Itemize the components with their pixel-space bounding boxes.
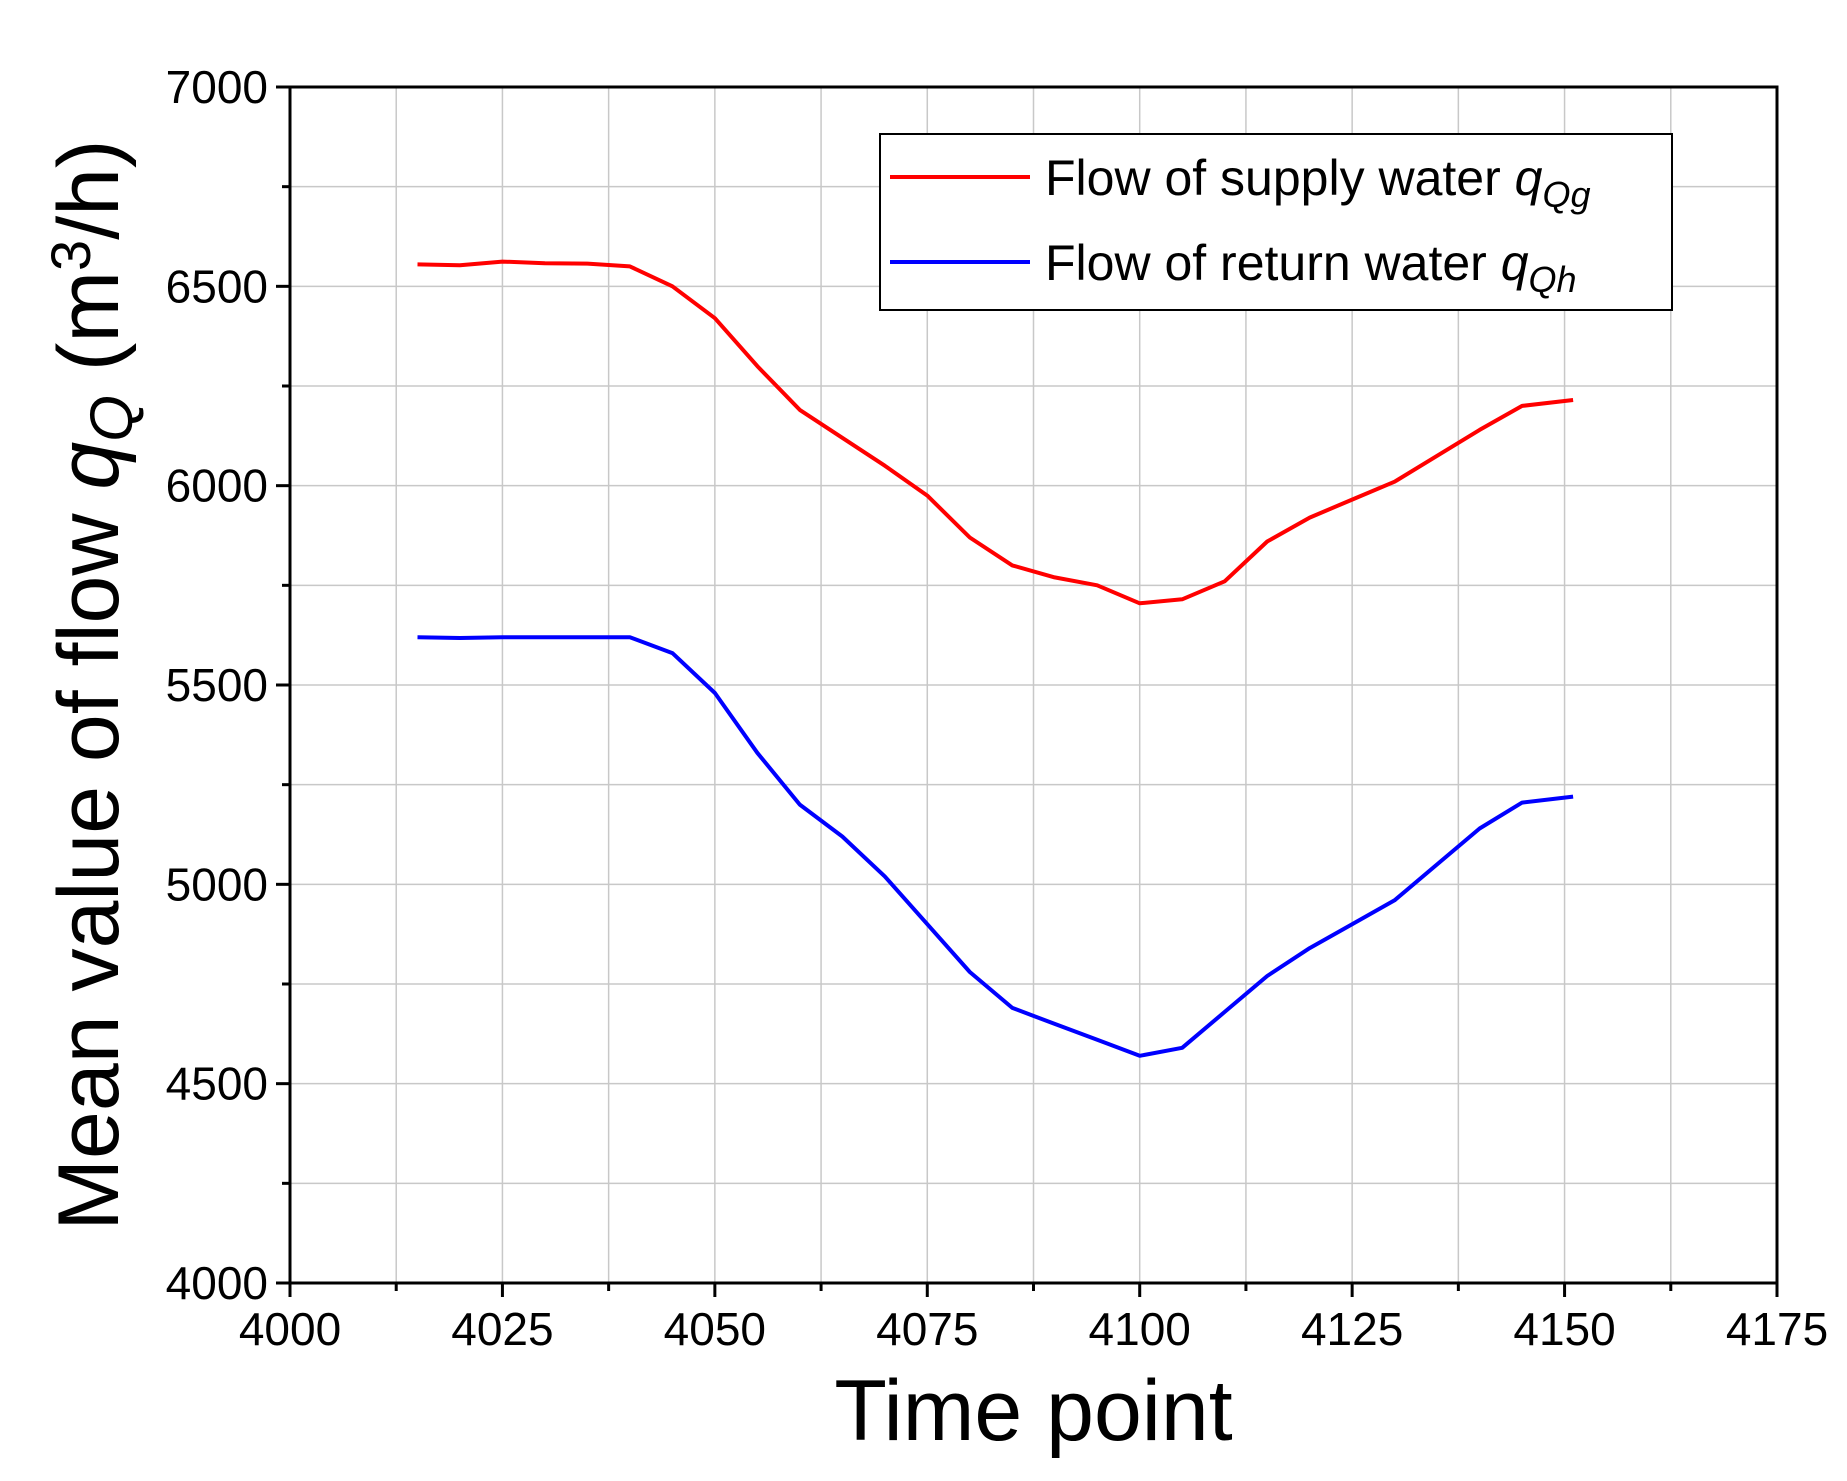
y-tick-label: 6000: [166, 460, 268, 512]
y-tick-label: 5000: [166, 858, 268, 910]
x-tick-label: 4075: [876, 1303, 978, 1355]
y-tick-label: 4000: [166, 1257, 268, 1309]
y-axis-title-unit-open: (m: [41, 271, 137, 395]
y-axis-title: Mean value of flow qQ (m3/h): [39, 139, 145, 1230]
legend-label-supply: Flow of supply water qQg: [1045, 150, 1590, 215]
legend-label-supply-variable: q: [1515, 150, 1543, 206]
y-axis-title-prefix: Mean value of flow: [41, 490, 137, 1231]
legend: Flow of supply water qQg Flow of return …: [879, 133, 1673, 311]
y-axis-title-unit-close: /h): [41, 139, 137, 239]
legend-label-return: Flow of return water qQh: [1045, 235, 1577, 300]
y-axis-title-subscript: Q: [78, 395, 145, 442]
x-tick-label: 4125: [1301, 1303, 1403, 1355]
y-tick-label: 6500: [166, 260, 268, 312]
x-tick-label: 4175: [1726, 1303, 1828, 1355]
y-axis-title-variable: q: [41, 442, 137, 490]
y-tick-label: 4500: [166, 1058, 268, 1110]
legend-label-supply-name: Flow of supply water: [1045, 150, 1515, 206]
x-tick-label: 4025: [451, 1303, 553, 1355]
x-axis-title: Time point: [834, 1363, 1232, 1459]
x-tick-label: 4000: [239, 1303, 341, 1355]
y-tick-label: 5500: [166, 659, 268, 711]
legend-label-supply-subscript: Qg: [1542, 174, 1590, 215]
x-tick-label: 4150: [1513, 1303, 1615, 1355]
x-tick-label: 4050: [664, 1303, 766, 1355]
legend-label-return-variable: q: [1501, 235, 1529, 291]
y-tick-label: 7000: [166, 61, 268, 113]
tick-labels: 4000 4025 4050 4075 4100 4125 4150 4175 4000 4500…: [166, 61, 1829, 1355]
y-axis-title-unit-superscript: 3: [39, 240, 102, 271]
series-line-return: [417, 635, 1574, 1058]
x-tick-label: 4100: [1089, 1303, 1191, 1355]
legend-label-return-name: Flow of return water: [1045, 235, 1501, 291]
legend-box: [879, 133, 1673, 311]
axis-ticks: [276, 85, 1779, 1297]
series-lines: [417, 259, 1574, 1058]
series-line-supply: [417, 259, 1574, 606]
legend-label-return-subscript: Qh: [1529, 259, 1577, 300]
